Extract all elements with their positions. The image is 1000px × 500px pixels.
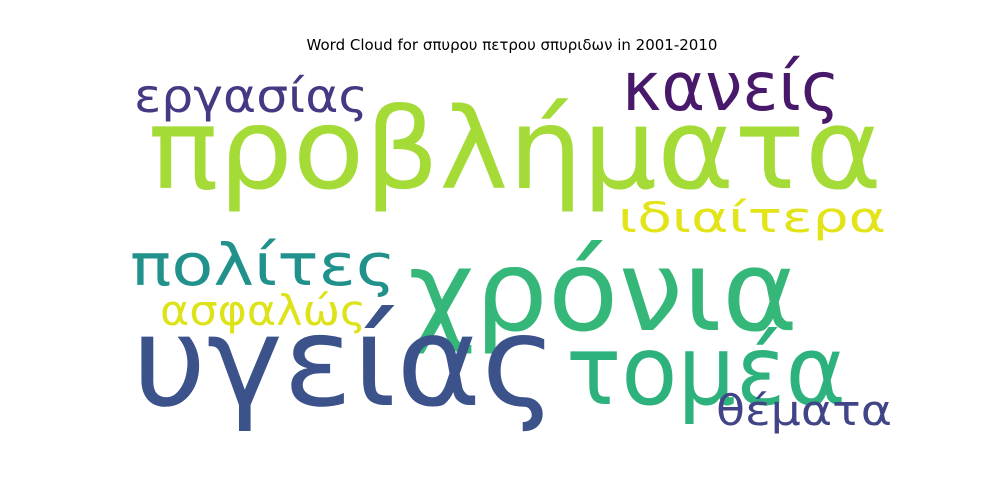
word-3: υγείας	[132, 290, 557, 435]
word-10: θέματα	[716, 386, 892, 435]
word-4: τομέα	[566, 315, 846, 427]
word-8: ιδιαίτερα	[618, 193, 886, 242]
word-1: προβλήματα	[148, 85, 882, 215]
word-6: εργασίας	[134, 69, 368, 123]
word-5: κανείς	[622, 48, 840, 127]
word-2: χρόνια	[408, 227, 798, 357]
word-9: ασφαλώς	[160, 286, 366, 335]
chart-title: Word Cloud for σπυρου πετρου σπυριδων in…	[306, 36, 718, 54]
word-7: πολίτες	[130, 231, 396, 299]
